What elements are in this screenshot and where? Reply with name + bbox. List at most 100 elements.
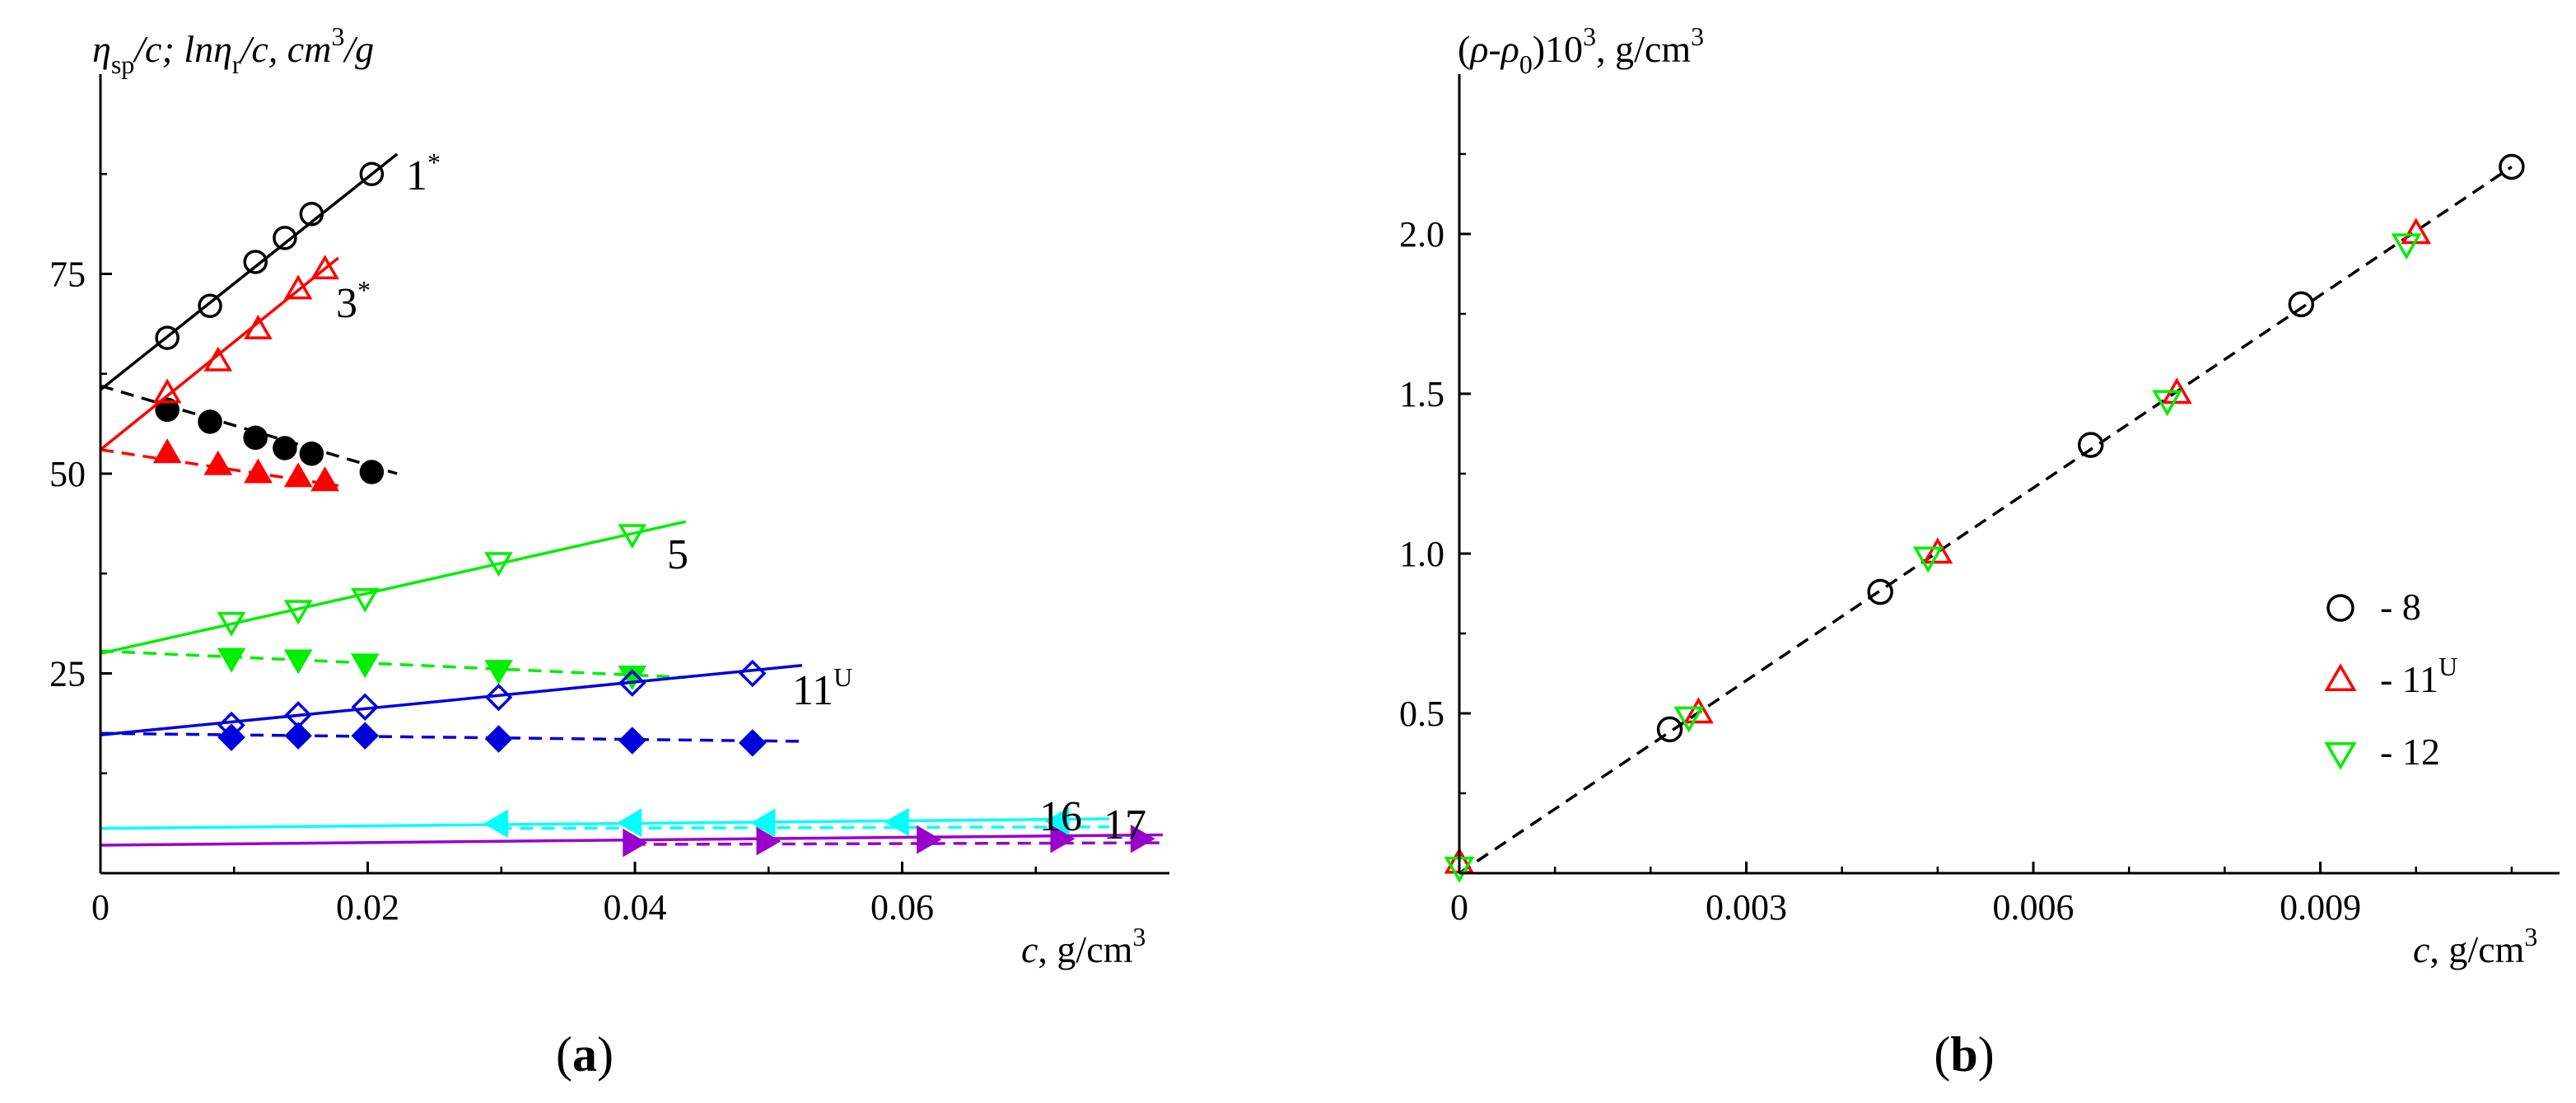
panel-a-series-17 <box>100 824 1163 858</box>
panel-b-ticks: 0 0.003 0.006 0.009 0.5 1.0 1.5 2.0 <box>1399 152 2513 928</box>
panel-a-series-1-star-point <box>273 226 297 250</box>
panel-b-series-8-point <box>2499 153 2525 180</box>
panel-b-x-tick-label: 0.006 <box>1993 887 2074 928</box>
panel-b-plot <box>1444 153 2525 883</box>
panel-a-series-1-star-ln-point <box>273 436 297 460</box>
panel-a-y-tick-label: 75 <box>49 255 86 295</box>
panel-a-series-11u-fit-line <box>100 664 802 736</box>
legend-entry-12: - 12 <box>2324 731 2440 773</box>
panel-a-series-1-star-point <box>243 250 268 274</box>
panel-a-series-5-fit-line <box>100 520 687 655</box>
legend-label-12: - 12 <box>2380 731 2440 773</box>
legend-label-11u: - 11U <box>2380 652 2457 700</box>
panel-a-series-3-star-point <box>152 378 182 404</box>
legend-label-8: - 8 <box>2380 586 2421 628</box>
panel-a-series-16-point <box>884 807 909 837</box>
panel-b-series-11u-point <box>1922 537 1953 564</box>
panel-b-series-8-point <box>2288 291 2315 318</box>
panel-a-series-1-star-ln-point <box>155 397 180 423</box>
panel-b-x-axis-title: c, g/cm3 <box>2413 922 2537 970</box>
panel-a-series-11u-point <box>739 659 767 688</box>
panel-a-series-5-ln-point <box>484 660 513 685</box>
panel-a-series-1-star-ln-point <box>198 409 222 434</box>
panel-a-series-16-ln <box>498 825 1109 830</box>
legend-marker-11u <box>2324 663 2357 691</box>
panel-a-series-labels: 1* 3* 5 11U 16 17 <box>336 147 1146 848</box>
panel-a-series-5-ln-point <box>283 649 313 675</box>
panel-b-y-tick-label: 1.0 <box>1399 534 1444 574</box>
panel-a-series-16-point <box>483 809 509 839</box>
panel-a-series-1-star-ln <box>100 384 398 484</box>
panel-b-legend: - 8 - 11U - 12 <box>2324 586 2457 773</box>
panel-a-series-3-star-point <box>203 346 233 372</box>
panel-a-series-1-star-point <box>198 293 222 319</box>
panel-a-series-5-point <box>217 611 246 637</box>
panel-a-series-label-17: 17 <box>1104 802 1146 848</box>
legend-entry-8: - 8 <box>2326 586 2421 628</box>
legend-marker-8 <box>2326 594 2354 622</box>
panel-a-series-1-star-ln-point <box>359 460 385 484</box>
panel-a-series-1-star-ln-point <box>243 425 268 451</box>
panel-a-plot <box>99 152 1163 858</box>
panel-a-series-3-star-ln-point <box>244 458 273 484</box>
panel-a-series-5-point <box>350 587 380 613</box>
panel-b-series-11u <box>1444 217 2432 874</box>
panel-a-label: (a) <box>556 1027 614 1082</box>
legend-marker-12 <box>2324 742 2357 770</box>
panel-b-series-12-point <box>2391 233 2422 260</box>
panel-a-series-label-3-star: 3* <box>336 275 371 327</box>
panel-a-series-16 <box>100 806 1110 839</box>
panel-a-series-11u-point <box>351 693 380 722</box>
panel-a-ticks: 0 0.02 0.04 0.06 25 50 75 <box>49 173 1037 928</box>
panel-b-x-tick-label: 0.003 <box>1706 887 1787 928</box>
panel-a-series-11u-ln-point <box>618 727 646 755</box>
legend-entry-11u: - 11U <box>2324 652 2457 700</box>
panel-a-x-tick-label: 0.02 <box>336 887 399 928</box>
panel-a-series-3-star-ln-point <box>310 466 339 492</box>
panel-a-series-3-star-point <box>244 314 273 339</box>
panel-a-series-1-star-point <box>155 325 180 350</box>
panel-a-series-label-16: 16 <box>1039 793 1082 840</box>
panel-a-series-17-point <box>1050 824 1076 853</box>
panel-b-y-tick-label: 1.5 <box>1399 374 1444 414</box>
panel-b: 0 0.003 0.006 0.009 0.5 1.0 1.5 2.0 (ρ-ρ0)103, … <box>1399 21 2560 1082</box>
panel-a-series-3-star-ln-point <box>152 438 182 464</box>
panel-a-series-1-star <box>99 152 399 391</box>
panel-a-series-11u-ln-point <box>284 722 312 750</box>
panel-a-series-5-ln-point <box>350 653 380 679</box>
panel-a-series-11u-ln-fit-line <box>100 731 802 743</box>
panel-a-series-17-ln <box>632 841 1163 846</box>
panel-b-series-8-point <box>2077 432 2104 458</box>
panel-a-series-17-point <box>917 825 942 854</box>
panel-b-y-tick-label: 0.5 <box>1399 694 1444 734</box>
panel-b-y-tick-label: 2.0 <box>1399 214 1444 255</box>
panel-a: 0 0.02 0.04 0.06 25 50 75 ηsp/c; lnηr/c, cm3/g… <box>49 21 1169 1082</box>
panel-a-series-3-star-point <box>283 274 313 300</box>
panel-a-x-tick-label: 0.06 <box>870 887 934 928</box>
panel-a-series-3-star-ln-point <box>203 450 233 475</box>
panel-a-series-5-point <box>484 552 513 577</box>
panel-a-series-1-star-point <box>359 161 385 186</box>
panel-a-series-11u-ln-point <box>484 725 513 753</box>
panel-a-series-11u-point <box>618 669 646 697</box>
panel-a-x-tick-label: 0 <box>91 887 110 928</box>
panel-a-series-5-ln-point <box>217 647 246 673</box>
panel-a-series-5-point <box>283 600 313 625</box>
panel-b-label: (b) <box>1934 1027 1994 1082</box>
panel-a-series-11u-ln <box>100 722 802 757</box>
panel-a-series-17-point <box>623 828 648 858</box>
panel-a-series-label-11u: 11U <box>792 662 852 714</box>
panel-b-series-11u-point <box>1682 697 1714 724</box>
panel-b-series-12-point <box>1912 546 1944 573</box>
panel-a-series-label-1-star: 1* <box>406 147 441 199</box>
panel-b-series-12-point <box>1673 706 1705 733</box>
panel-a-series-5-ln-fit-line <box>100 649 686 680</box>
panel-a-series-5 <box>100 520 687 655</box>
panel-a-series-17-point <box>756 826 782 856</box>
panel-a-series-1-star-ln-point <box>299 442 324 466</box>
panel-b-x-tick-label: 0 <box>1450 887 1468 928</box>
panel-a-series-3-star-ln-point <box>283 462 313 488</box>
panel-a-series-16-fit-line <box>100 817 1110 830</box>
panel-b-series-8-point <box>1867 578 1893 605</box>
